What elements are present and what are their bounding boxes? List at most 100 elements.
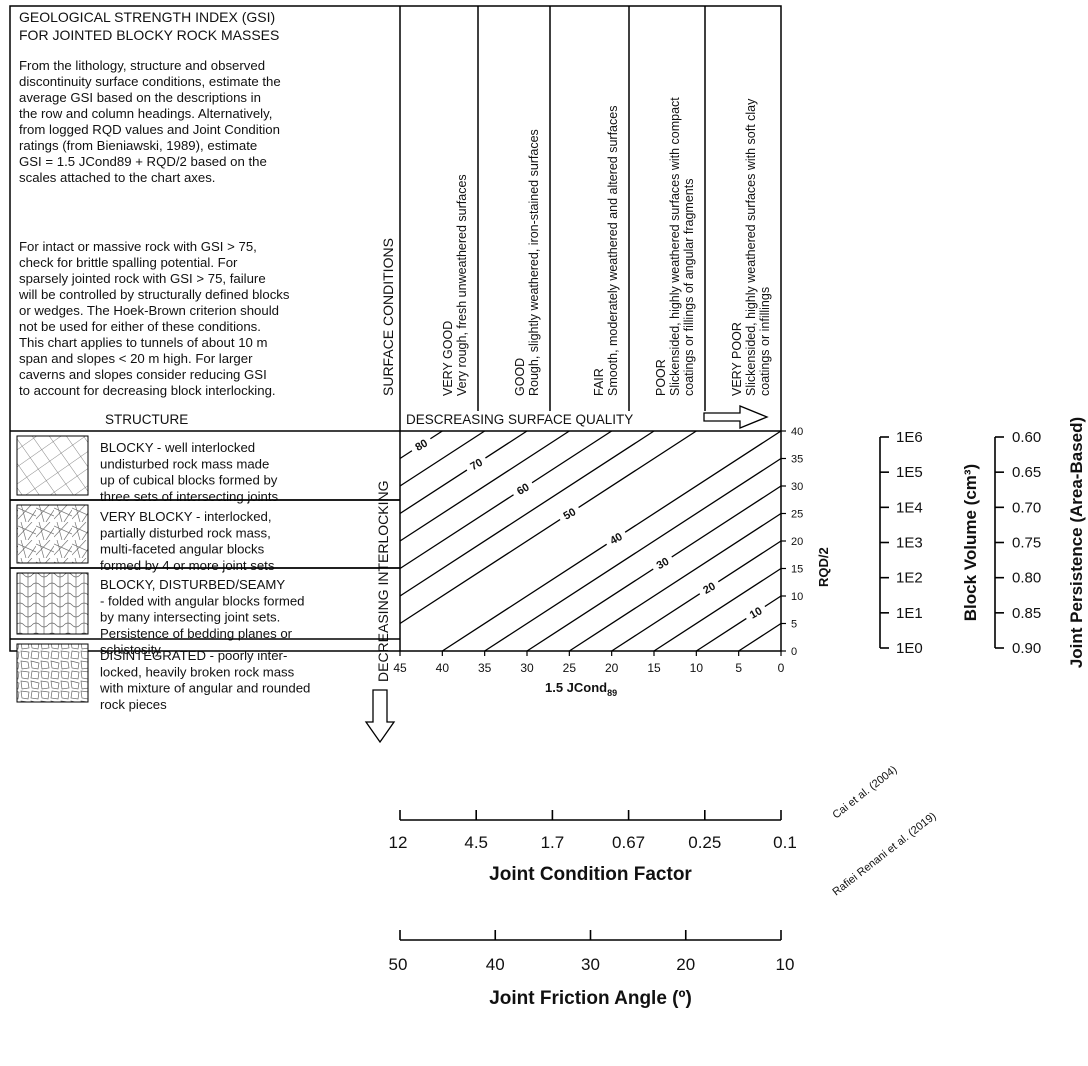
structure-row-line: schistosity: [100, 642, 161, 657]
y-tick-label: 40: [791, 426, 803, 438]
joint_persistence-tick-label: 0.90: [1012, 640, 1041, 657]
structure-sketch-3: [16, 572, 89, 635]
structure-row-line: three sets of intersecting joints: [100, 489, 279, 504]
structure-row-line: with mixture of angular and rounded: [99, 681, 310, 696]
structure-row-line: DISINTEGRATED - poorly inter-: [100, 648, 287, 663]
tunnel_lines-line: to account for decreasing block interloc…: [19, 383, 276, 398]
x-tick-label: 20: [605, 661, 619, 675]
structure-row-line: BLOCKY - well interlocked: [100, 440, 255, 455]
surface-column-line: Slickensided, highly weathered surfaces …: [668, 97, 682, 396]
y-tick-label: 25: [791, 509, 803, 521]
joint_persistence-tick-label: 0.75: [1012, 535, 1041, 552]
interlocking-arrow: [364, 689, 396, 744]
intro_lines-line: scales attached to the chart axes.: [19, 170, 215, 185]
gsi-contour-label: 10: [748, 605, 765, 622]
title-line-2: FOR JOINTED BLOCKY ROCK MASSES: [19, 27, 279, 43]
structure-row-line: BLOCKY, DISTURBED/SEAMY: [100, 577, 285, 592]
joint_friction_angle-tick-label: 40: [486, 955, 505, 974]
gsi-contour-10: [695, 595, 782, 652]
gsi-contour-5: [738, 622, 782, 652]
joint_condition_factor-tick-label: 12: [389, 833, 408, 852]
gsi-contour-label-bg: [408, 434, 434, 456]
gsi-contour-label-bg: [510, 478, 536, 500]
x-tick-label: 35: [478, 661, 492, 675]
y-tick-label: 15: [791, 564, 803, 576]
block-volume-scale: 1E6 1E5 1E4 1E3 1E2 1E1 1E0 Block Volume (cm³): [879, 429, 980, 657]
intro_lines-line: average GSI based on the descriptions in: [19, 90, 261, 105]
structure-row-line: locked, heavily broken rock mass: [100, 664, 295, 679]
x-tick-label: 40: [436, 661, 450, 675]
gsi-contour-label-bg: [556, 502, 582, 525]
intact_lines-line: sparsely jointed rock with GSI > 75, fai…: [19, 271, 266, 286]
x-tick-label: 30: [520, 661, 534, 675]
joint_persistence-title: Joint Persistence (Area-Based): [1067, 417, 1086, 668]
gsi-contour-label-bg: [743, 601, 769, 624]
joint-condition-factor-scale: 12 4.5 1.7 0.67 0.25 0.1 Joint Condition Facto…: [389, 810, 797, 885]
gsi-contour-label: 50: [562, 506, 579, 523]
intro_lines-line: the row and column headings. Alternative…: [19, 106, 272, 121]
y-tick-label: 30: [791, 481, 803, 493]
joint_persistence-tick-label: 0.65: [1012, 464, 1041, 481]
gsi-contour-75: [399, 430, 486, 487]
reference-cai: Cai et al. (2004): [830, 764, 899, 822]
x-tick-label: 45: [393, 661, 407, 675]
structure-row-line: partially disturbed rock mass,: [100, 525, 271, 540]
block_volume-tick-label: 1E5: [896, 464, 923, 481]
intact_lines-line: check for brittle spalling potential. Fo…: [19, 255, 238, 270]
surface-column-line: Smooth, moderately weathered and altered…: [606, 106, 620, 396]
block_volume-tick-label: 1E2: [896, 570, 923, 587]
structure-row-line: up of cubical blocks formed by: [100, 473, 278, 488]
joint_friction_angle-tick-label: 10: [776, 955, 795, 974]
surface-quality-arrow: [703, 405, 769, 429]
structure-row-line: VERY BLOCKY - interlocked,: [100, 509, 272, 524]
structure-row-line: Persistence of bedding planes or: [100, 626, 293, 641]
surface-column-line: coatings or infillings: [758, 287, 772, 396]
decreasing-surface-quality-label: DESCREASING SURFACE QUALITY: [406, 412, 633, 427]
joint-persistence-scale: 0.60 0.65 0.70 0.75 0.80 0.85 0.90 Joint Persis…: [994, 417, 1086, 668]
y-tick-label: 10: [791, 591, 803, 603]
intro_lines-line: ratings (from Bieniawski, 1989), estimat…: [19, 138, 257, 153]
gsi-contour-15: [653, 567, 782, 652]
gsi-contour-20: [611, 540, 782, 652]
joint_friction_angle-tick-label: 30: [581, 955, 600, 974]
joint_friction_angle-title: Joint Friction Angle (º): [489, 988, 692, 1009]
gsi-contour-50: [399, 430, 697, 625]
surface-column-line: POOR: [654, 359, 668, 396]
intact_lines-line: will be controlled by structurally defin…: [18, 287, 290, 302]
x-tick-label: 25: [563, 661, 577, 675]
joint_condition_factor-tick-label: 0.67: [612, 833, 645, 852]
intro_lines-line: discontinuity surface conditions, estima…: [19, 74, 281, 89]
intact-paragraph: For intact or massive rock with GSI > 75…: [18, 239, 290, 334]
intro-paragraph: From the lithology, structure and observ…: [19, 58, 281, 185]
y-tick-label: 5: [791, 619, 797, 631]
joint_persistence-tick-label: 0.70: [1012, 499, 1041, 516]
x-tick-label: 0: [778, 661, 785, 675]
surface-column-line: FAIR: [592, 368, 606, 396]
decreasing-interlocking-label: DECREASING INTERLOCKING: [375, 481, 391, 682]
block_volume-tick-label: 1E4: [896, 499, 923, 516]
header-text: GEOLOGICAL STRENGTH INDEX (GSI) FOR JOIN…: [18, 9, 633, 682]
y-tick-label: 0: [791, 646, 797, 658]
structure-row-line: - folded with angular blocks formed: [100, 593, 305, 608]
tunnel_lines-line: caverns and slopes consider reducing GSI: [19, 367, 267, 382]
intact_lines-line: not be used for either of these conditio…: [19, 319, 261, 334]
surface-columns: VERY GOOD Very rough, fresh unweathered s…: [441, 97, 772, 396]
intact_lines-line: For intact or massive rock with GSI > 75…: [19, 239, 257, 254]
tunnel-paragraph: This chart applies to tunnels of about 1…: [19, 335, 276, 398]
surface-conditions-label: SURFACE CONDITIONS: [380, 238, 396, 396]
gsi-contour-label-bg: [649, 552, 675, 574]
structure-row-line: formed by 4 or more joint sets: [100, 558, 275, 573]
structure-row-line: multi-faceted angular blocks: [100, 542, 265, 557]
gsi-contour-label: 40: [608, 531, 625, 548]
y-tick-label: 35: [791, 454, 803, 466]
title-line-1: GEOLOGICAL STRENGTH INDEX (GSI): [19, 9, 275, 25]
gsi-plot-area: 10 20 30 40 50 60 70 80: [399, 430, 782, 652]
gsi-contour-label-bg: [603, 527, 629, 549]
y-tick-label: 20: [791, 536, 803, 548]
surface-column-line: Slickensided, highly weathered surfaces …: [744, 98, 758, 396]
joint-friction-angle-scale: 50 40 30 20 10 Joint Friction Angle (º): [389, 930, 795, 1009]
block_volume-tick-label: 1E3: [896, 535, 923, 552]
structure-sketch-1: [16, 435, 89, 496]
